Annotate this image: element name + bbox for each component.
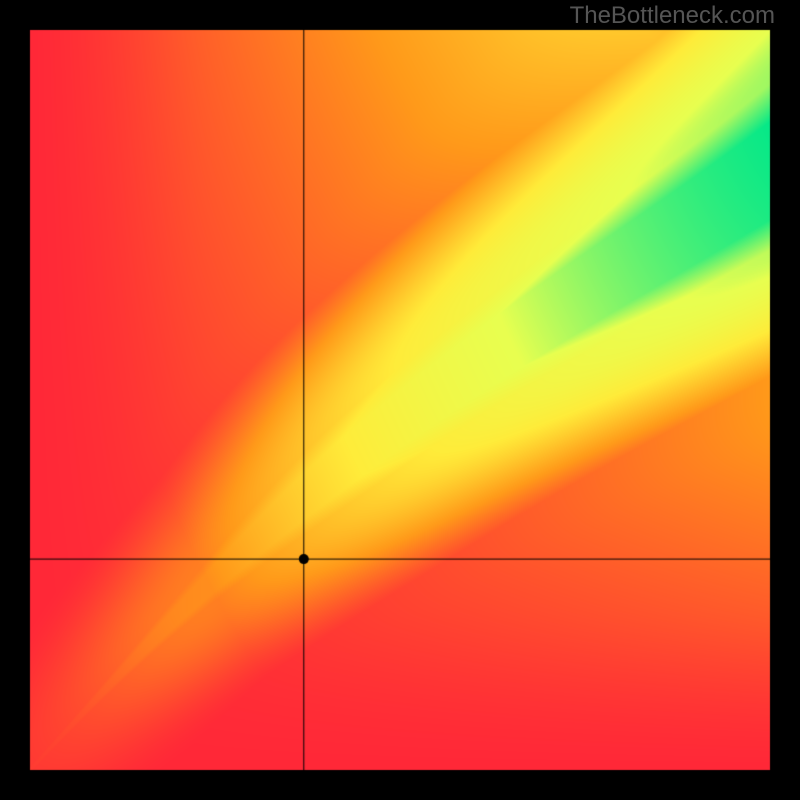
chart-container: TheBottleneck.com xyxy=(0,0,800,800)
watermark-text: TheBottleneck.com xyxy=(570,2,775,30)
bottleneck-heatmap xyxy=(0,0,800,800)
